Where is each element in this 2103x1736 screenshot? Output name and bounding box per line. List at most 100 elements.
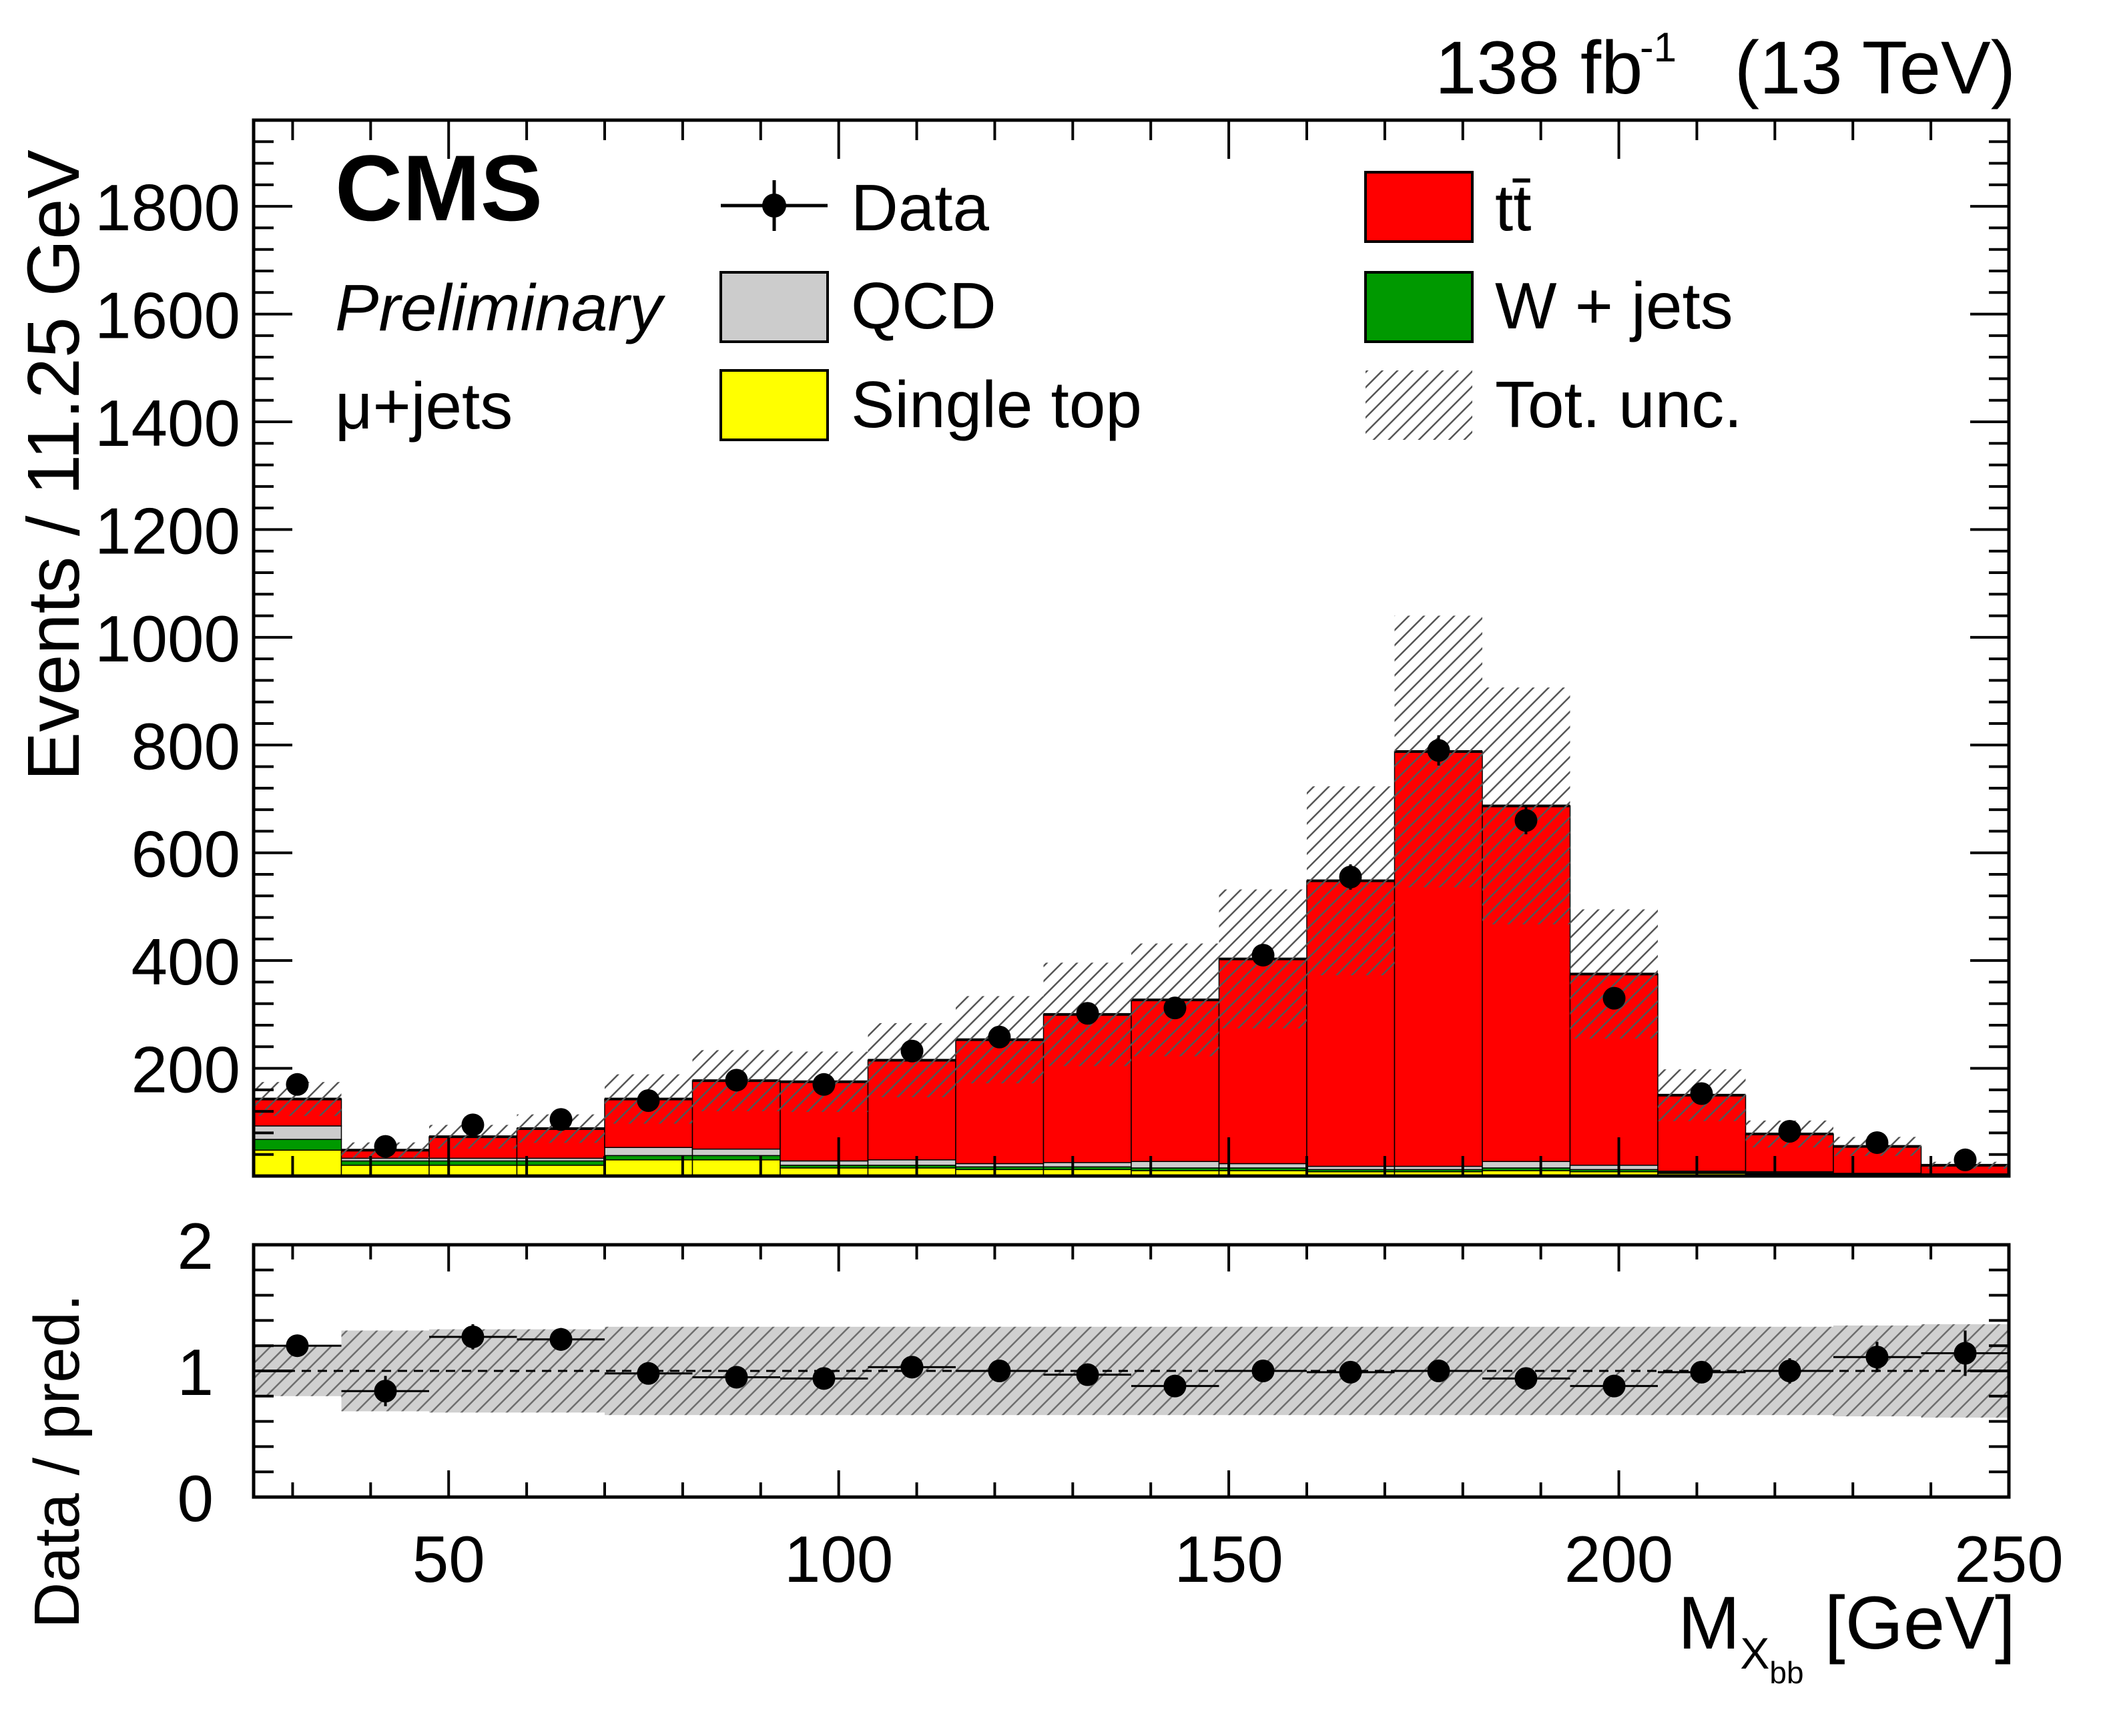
bar-wjets-2 bbox=[428, 1160, 518, 1166]
data-point-1 bbox=[374, 1135, 397, 1158]
data-point-5 bbox=[725, 1069, 748, 1092]
main-ytick-label: 1800 bbox=[95, 171, 240, 244]
data-point-3 bbox=[549, 1108, 573, 1131]
channel-label: μ+jets bbox=[335, 369, 513, 443]
legend-ttbar: tt̄ bbox=[1364, 171, 1531, 244]
lumi-text: 138 fb bbox=[1435, 26, 1642, 109]
ratio-point-16 bbox=[1690, 1360, 1713, 1384]
data-point-2 bbox=[461, 1113, 485, 1137]
ratio-point-2 bbox=[461, 1325, 485, 1348]
ratio-point-0 bbox=[286, 1334, 309, 1358]
ratio-point-7 bbox=[900, 1356, 924, 1379]
legend-wjets: W + jets bbox=[1364, 269, 1733, 343]
main-ytick-label: 800 bbox=[131, 709, 240, 783]
data-point-9 bbox=[1076, 1002, 1099, 1025]
data-point-11 bbox=[1251, 944, 1275, 967]
main-ytick-label: 600 bbox=[131, 818, 240, 891]
data-point-17 bbox=[1778, 1120, 1801, 1143]
ratio-point-19 bbox=[1954, 1342, 1977, 1365]
ratio-point-3 bbox=[549, 1328, 573, 1351]
legend-label-data: Data bbox=[851, 171, 990, 244]
bar-qcd-15 bbox=[1569, 1165, 1659, 1171]
ratio-point-6 bbox=[812, 1367, 836, 1390]
legend-label-ttbar: tt̄ bbox=[1495, 171, 1531, 244]
main-ytick-label: 400 bbox=[131, 925, 240, 998]
ratio-point-5 bbox=[725, 1366, 748, 1389]
ratio-point-10 bbox=[1163, 1374, 1187, 1398]
data-point-14 bbox=[1514, 809, 1538, 832]
main-ytick-label: 1200 bbox=[95, 494, 240, 567]
ratio-xtick-label: 150 bbox=[1174, 1522, 1283, 1596]
data-point-4 bbox=[637, 1089, 660, 1112]
data-point-8 bbox=[988, 1025, 1011, 1049]
energy-text: (13 TeV) bbox=[1735, 26, 2016, 109]
ratio-point-4 bbox=[637, 1362, 660, 1385]
ratio-point-11 bbox=[1251, 1360, 1275, 1382]
ratio-point-13 bbox=[1427, 1360, 1450, 1382]
ratio-point-15 bbox=[1602, 1374, 1626, 1398]
legend-label-unc: Tot. unc. bbox=[1495, 368, 1742, 441]
bar-wjets-1 bbox=[340, 1160, 430, 1166]
cms-label: CMS bbox=[335, 135, 543, 240]
data-point-6 bbox=[812, 1073, 836, 1096]
data-point-13 bbox=[1427, 739, 1450, 762]
bar-qcd-10 bbox=[1131, 1161, 1220, 1169]
unc-band-15 bbox=[1570, 909, 1658, 1039]
unc-band-14 bbox=[1482, 687, 1570, 924]
main-ytick-label: 1600 bbox=[95, 279, 240, 352]
ratio-xtick-label: 50 bbox=[412, 1522, 485, 1596]
ratio-point-9 bbox=[1076, 1363, 1099, 1386]
ratio-ytick-label: 1 bbox=[177, 1336, 214, 1409]
ratio-xtick-label: 200 bbox=[1564, 1522, 1674, 1596]
data-point-10 bbox=[1163, 996, 1187, 1020]
ratio-xlabel: MXbb [GeV] bbox=[1678, 1581, 2016, 1690]
ratio-ytick-label: 0 bbox=[177, 1462, 214, 1535]
data-point-0 bbox=[286, 1073, 309, 1096]
legend-label-singletop: Single top bbox=[851, 368, 1142, 441]
main-ytick-label: 200 bbox=[131, 1033, 240, 1107]
ratio-xtick-label: 100 bbox=[784, 1522, 894, 1596]
bar-qcd-11 bbox=[1218, 1163, 1307, 1169]
bar-wjets-3 bbox=[516, 1160, 605, 1166]
legend-unc: Tot. unc. bbox=[1366, 368, 1742, 441]
legend-data: Data bbox=[721, 171, 990, 244]
main-frame bbox=[252, 118, 2011, 1178]
ratio-ylabel: Data / pred. bbox=[21, 1293, 93, 1629]
data-point-19 bbox=[1954, 1148, 1977, 1171]
main-ylabel: Events / 11.25 GeV bbox=[13, 150, 95, 781]
ratio-point-1 bbox=[374, 1380, 397, 1403]
bar-wjets-4 bbox=[604, 1155, 693, 1161]
main-ytick-label: 1000 bbox=[95, 602, 240, 675]
bar-wjets-5 bbox=[691, 1155, 781, 1161]
ratio-ytick-label: 2 bbox=[177, 1209, 214, 1283]
ratio-panel: 50 100 150 200 250 0 1 2 bbox=[177, 1209, 2063, 1596]
bar-qcd-7 bbox=[867, 1159, 956, 1166]
data-point-12 bbox=[1339, 866, 1362, 889]
ratio-point-12 bbox=[1339, 1360, 1362, 1384]
data-point-15 bbox=[1602, 986, 1626, 1010]
main-panel: 200 400 600 800 1000 1200 1400 1600 1800 bbox=[95, 118, 2011, 1178]
legend-qcd: QCD bbox=[719, 269, 996, 343]
ratio-point-17 bbox=[1778, 1360, 1801, 1382]
main-ytick-label: 1400 bbox=[95, 386, 240, 460]
bar-singletop-5 bbox=[691, 1159, 781, 1177]
bar-qcd-4 bbox=[604, 1147, 693, 1157]
bar-qcd-9 bbox=[1042, 1162, 1132, 1168]
legend-label-wjets: W + jets bbox=[1495, 269, 1733, 342]
data-point-16 bbox=[1690, 1082, 1713, 1105]
legend-singletop: Single top bbox=[719, 368, 1142, 441]
data-point-18 bbox=[1865, 1131, 1889, 1154]
ratio-point-18 bbox=[1865, 1346, 1889, 1369]
bar-qcd-14 bbox=[1482, 1161, 1571, 1169]
ratio-point-8 bbox=[988, 1360, 1011, 1382]
ratio-xtick-label: 250 bbox=[1954, 1522, 2064, 1596]
legend: Data QCD Single top tt̄ W + jets Tot. un… bbox=[719, 171, 1742, 441]
bar-qcd-5 bbox=[691, 1148, 781, 1157]
ratio-point-14 bbox=[1514, 1367, 1538, 1390]
preliminary-label: Preliminary bbox=[335, 271, 665, 344]
bar-qcd-6 bbox=[780, 1160, 869, 1166]
bar-singletop-4 bbox=[604, 1159, 693, 1177]
bar-wjets-0 bbox=[253, 1139, 342, 1151]
data-point-7 bbox=[900, 1039, 924, 1063]
